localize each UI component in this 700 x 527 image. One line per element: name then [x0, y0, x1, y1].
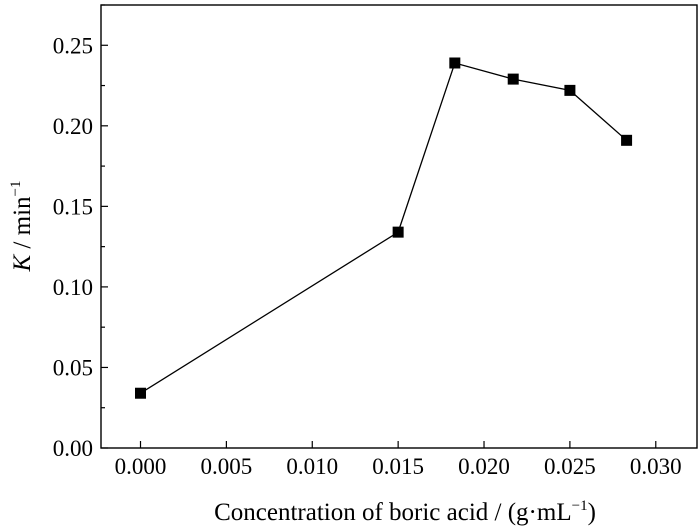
data-point [621, 134, 633, 146]
y-axis-title: K / min−1 [8, 181, 36, 273]
x-tick-label: 0.030 [630, 454, 682, 479]
y-tick-label: 0.00 [53, 436, 93, 461]
data-point [392, 226, 404, 238]
data-point [507, 73, 519, 85]
y-axis-ticks: 0.00 0.05 0.10 0.15 0.20 0.25 [53, 4, 108, 461]
y-tick-label: 0.25 [53, 33, 93, 58]
x-tick-label: 0.000 [115, 454, 167, 479]
x-axis-ticks: 0.000 0.005 0.010 0.015 0.020 0.025 0.030 [115, 441, 682, 479]
x-tick-label: 0.020 [458, 454, 510, 479]
x-axis-title: Concentration of boric acid / (g·mL−1) [214, 498, 596, 526]
y-tick-label: 0.10 [53, 275, 93, 300]
data-point [449, 57, 461, 69]
data-point [135, 387, 147, 399]
data-series [135, 57, 633, 399]
plot-frame [100, 4, 698, 449]
y-tick-label: 0.20 [53, 114, 93, 139]
series-line [140, 62, 628, 394]
x-tick-label: 0.025 [544, 454, 596, 479]
x-tick-label: 0.005 [201, 454, 253, 479]
data-point [564, 84, 576, 96]
y-tick-label: 0.15 [53, 194, 93, 219]
y-tick-label: 0.05 [53, 355, 93, 380]
x-tick-label: 0.010 [286, 454, 338, 479]
x-tick-label: 0.015 [372, 454, 424, 479]
